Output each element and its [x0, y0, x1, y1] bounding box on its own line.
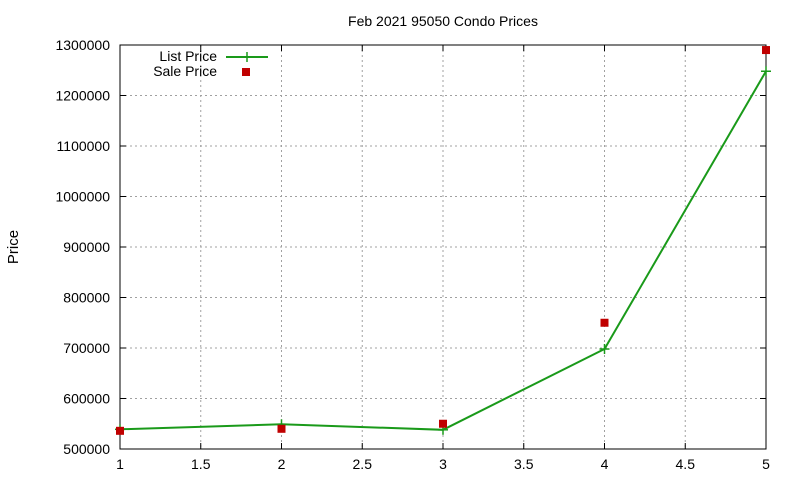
y-axis-title: Price — [5, 230, 22, 264]
sale-price-point — [277, 424, 286, 433]
x-tick-label: 4 — [601, 456, 609, 472]
x-tick-label: 4.5 — [676, 456, 696, 472]
legend-sample-sale-marker — [242, 68, 250, 76]
y-tick-label: 1200000 — [55, 88, 110, 104]
y-tick-label: 700000 — [63, 340, 110, 356]
x-tick-label: 3.5 — [514, 456, 534, 472]
legend-label-list-price: List Price — [159, 48, 217, 64]
x-tick-label: 2.5 — [353, 456, 373, 472]
y-tick-label: 500000 — [63, 441, 110, 457]
x-tick-label: 1.5 — [191, 456, 211, 472]
y-axis-ticks: 500000 600000 700000 800000 900000 1000000 110… — [55, 37, 766, 457]
x-tick-label: 2 — [278, 456, 286, 472]
legend-label-sale-price: Sale Price — [153, 63, 217, 79]
x-tick-label: 3 — [439, 456, 447, 472]
sale-price-point — [116, 426, 124, 435]
y-tick-label: 600000 — [63, 391, 110, 407]
y-tick-label: 1100000 — [57, 138, 111, 154]
sale-price-point — [439, 419, 447, 428]
series-sale-price — [116, 46, 770, 435]
grid — [120, 45, 766, 449]
y-tick-label: 1000000 — [55, 189, 110, 205]
sale-price-point — [600, 318, 609, 327]
chart-title: Feb 2021 95050 Condo Prices — [348, 13, 538, 29]
series — [115, 46, 771, 435]
y-tick-label: 1300000 — [55, 37, 110, 53]
legend: List Price Sale Price — [153, 48, 268, 79]
x-tick-label: 1 — [116, 456, 124, 472]
y-tick-label: 800000 — [63, 290, 110, 306]
x-tick-label: 5 — [762, 456, 770, 472]
y-tick-label: 900000 — [63, 239, 110, 255]
legend-samples — [226, 52, 268, 76]
x-axis-ticks: 1 1.5 2 2.5 3 3.5 4 4.5 5 — [116, 45, 770, 472]
sale-price-point — [762, 46, 770, 55]
